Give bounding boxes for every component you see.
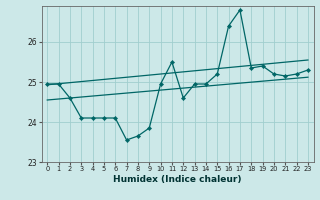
X-axis label: Humidex (Indice chaleur): Humidex (Indice chaleur): [113, 175, 242, 184]
